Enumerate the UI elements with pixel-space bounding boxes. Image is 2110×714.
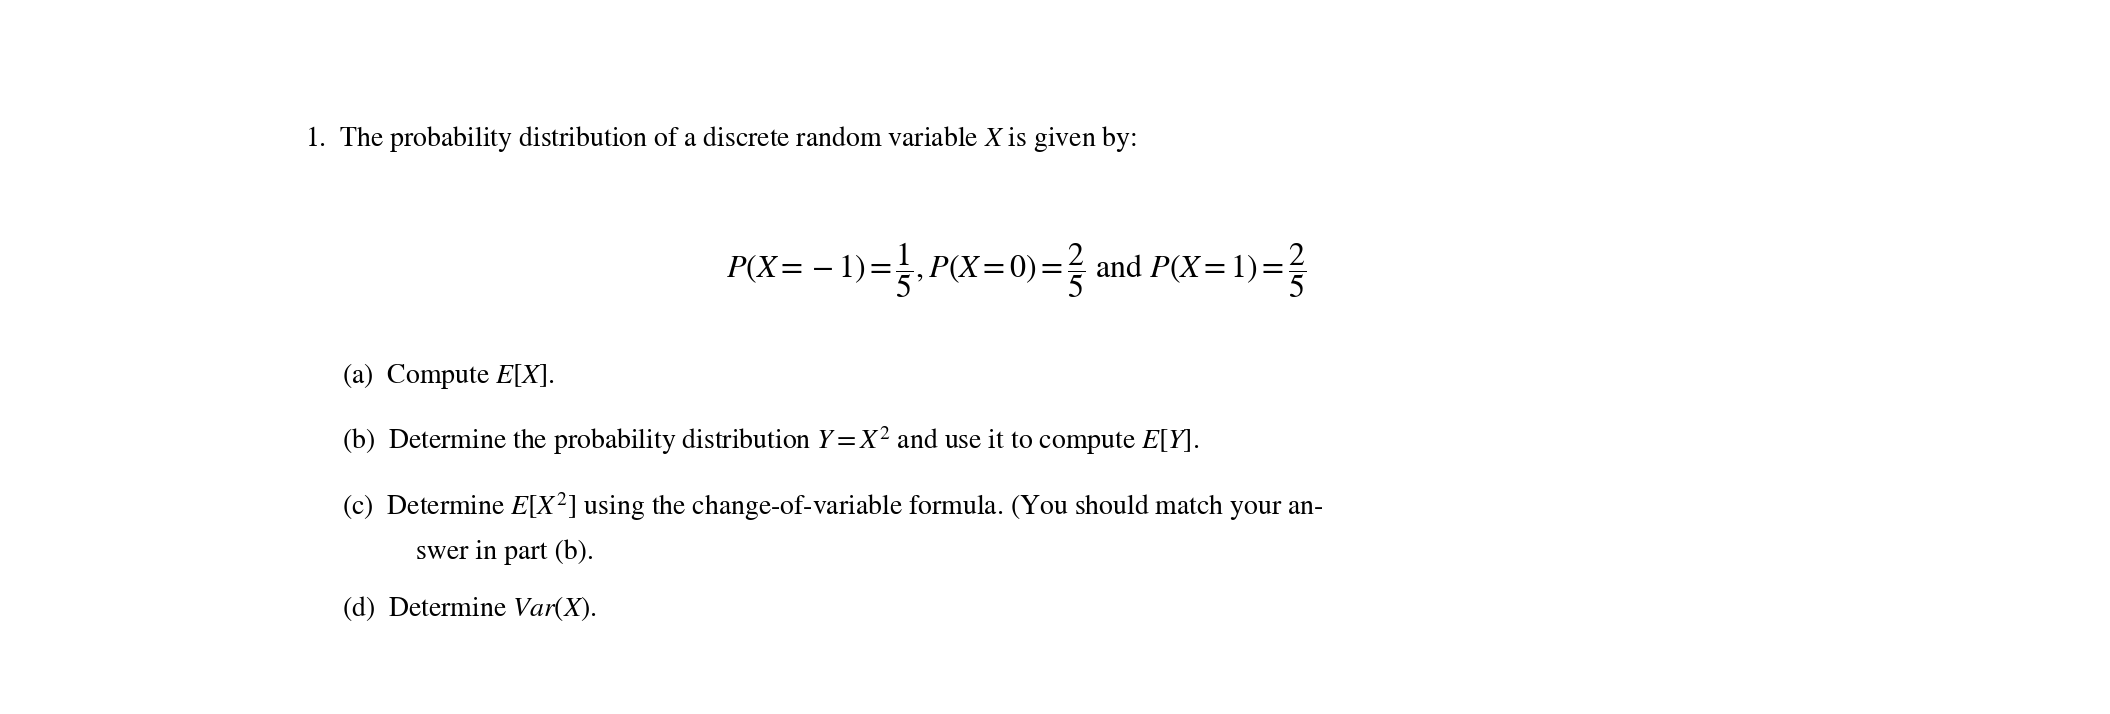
Text: swer in part (b).: swer in part (b). [416, 539, 593, 565]
Text: (d)  Determine $Var(X)$.: (d) Determine $Var(X)$. [342, 594, 597, 623]
Text: $P(X = -1) = \dfrac{1}{5}, P(X = 0) = \dfrac{2}{5}$ and $P(X = 1) = \dfrac{2}{5}: $P(X = -1) = \dfrac{1}{5}, P(X = 0) = \d… [726, 240, 1306, 300]
Text: (a)  Compute $E[X]$.: (a) Compute $E[X]$. [342, 361, 555, 391]
Text: 1.  The probability distribution of a discrete random variable $X$ is given by:: 1. The probability distribution of a dis… [304, 124, 1137, 154]
Text: (c)  Determine $E\left[X^2\right]$ using the change-of-variable formula. (You sh: (c) Determine $E\left[X^2\right]$ using … [342, 490, 1323, 523]
Text: (b)  Determine the probability distribution $Y = X^2$ and use it to compute $E[Y: (b) Determine the probability distributi… [342, 424, 1201, 457]
